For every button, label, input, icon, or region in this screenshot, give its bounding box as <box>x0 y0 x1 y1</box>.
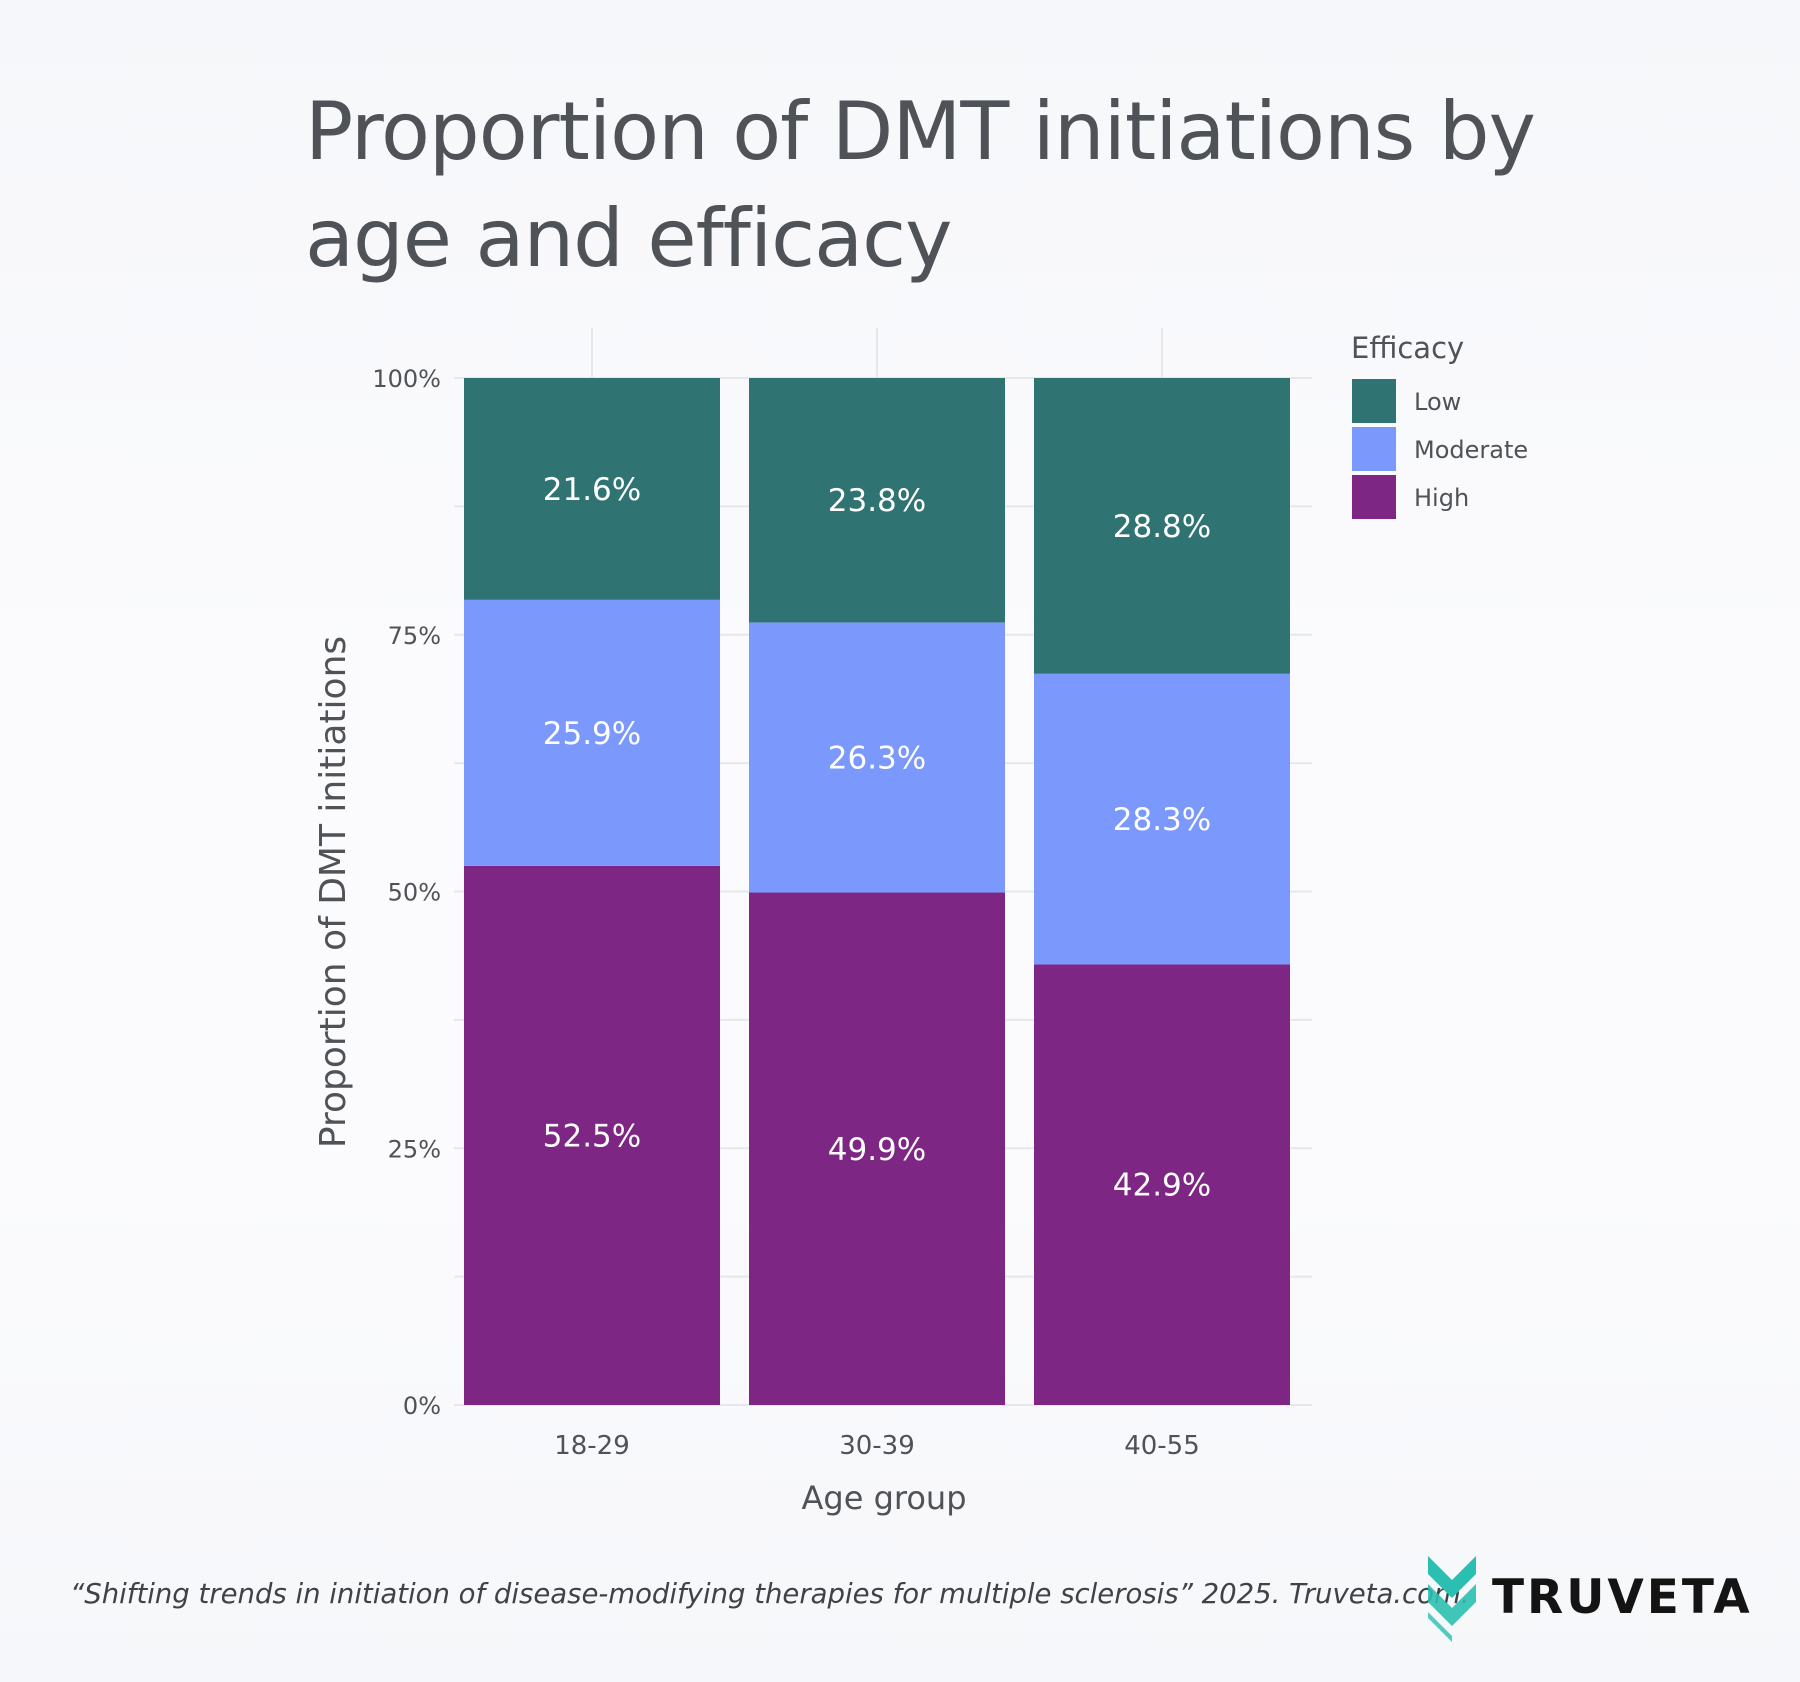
x-axis-title: Age group <box>802 1479 967 1517</box>
chevron-stack-logo-icon <box>1428 1556 1476 1642</box>
axes: 0% 25% 50% 75% 100% 18-29 30-39 40-55 <box>372 365 1199 1461</box>
bar-segment-high-30-39 <box>749 892 1005 1405</box>
legend-label-high: High <box>1414 484 1469 512</box>
bar-segment-low-30-39 <box>749 378 1005 623</box>
chart-title: Proportion of DMT initiations by age and… <box>305 85 1536 285</box>
logo-chevron-mid <box>1428 1584 1476 1626</box>
bar-segment-low-18-29 <box>464 378 720 600</box>
bar-segment-moderate-18-29 <box>464 599 720 866</box>
data-label: 28.3% <box>1113 802 1211 838</box>
data-label: 21.6% <box>543 472 641 508</box>
data-label: 26.3% <box>828 740 926 776</box>
y-tick-label: 25% <box>388 1135 441 1163</box>
bar-segment-moderate-30-39 <box>749 622 1005 893</box>
logo-chevron-bottom <box>1428 1612 1452 1642</box>
y-tick-label: 50% <box>388 879 441 907</box>
bar-segment-low-40-55 <box>1034 378 1290 674</box>
brand-logo: TRUVETA <box>1420 1552 1750 1642</box>
data-label: 28.8% <box>1113 509 1211 545</box>
legend-label-low: Low <box>1414 388 1461 416</box>
y-tick-label: 100% <box>372 365 441 393</box>
x-tick-label: 40-55 <box>1124 1431 1200 1461</box>
bar-segment-high-40-55 <box>1034 964 1290 1405</box>
legend-swatch-moderate <box>1352 427 1396 471</box>
x-tick-label: 18-29 <box>554 1431 630 1461</box>
brand-name: TRUVETA <box>1492 1570 1753 1625</box>
data-label: 52.5% <box>543 1118 641 1154</box>
legend-swatch-high <box>1352 475 1396 519</box>
bar-segment-high-18-29 <box>464 865 720 1405</box>
legend: Efficacy Low Moderate High <box>1351 331 1528 519</box>
footer-citation: “Shifting trends in initiation of diseas… <box>70 1578 1470 1610</box>
data-label: 25.9% <box>543 716 641 752</box>
legend-title: Efficacy <box>1351 331 1464 365</box>
data-label: 23.8% <box>828 483 926 519</box>
legend-swatch-low <box>1352 379 1396 423</box>
logo-chevron-top <box>1428 1556 1476 1598</box>
data-labels: 52.5% 25.9% 21.6% 49.9% 26.3% 23.8% 42.9% 28.3%… <box>543 472 1211 1204</box>
y-tick-label: 0% <box>403 1392 441 1420</box>
x-tick-label: 30-39 <box>839 1431 915 1461</box>
bar-segment-moderate-40-55 <box>1034 673 1290 965</box>
y-axis-title: Proportion of DMT initiations <box>313 636 354 1148</box>
data-label: 49.9% <box>828 1132 926 1168</box>
bars <box>464 378 1290 1405</box>
legend-label-moderate: Moderate <box>1414 436 1528 464</box>
y-tick-label: 75% <box>388 622 441 650</box>
data-label: 42.9% <box>1113 1168 1211 1204</box>
